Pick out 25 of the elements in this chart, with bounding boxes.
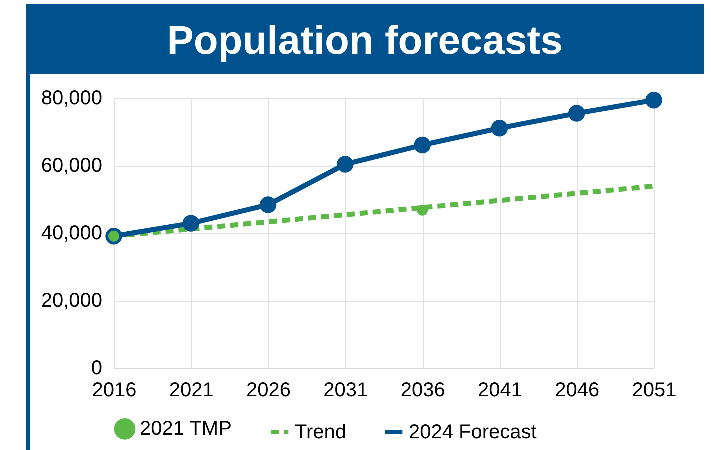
- point: [182, 215, 200, 232]
- y-tick-label: 80,000: [41, 88, 102, 110]
- chart-title: Population forecasts: [30, 8, 700, 74]
- x-tick-label: 2031: [324, 380, 368, 402]
- legend-label: 2021 TMP: [140, 418, 232, 440]
- legend-label: Trend: [295, 422, 347, 444]
- y-tick-label: 20,000: [41, 290, 102, 312]
- x-tick-label: 2041: [478, 380, 522, 402]
- legend-label: 2024 Forecast: [409, 422, 538, 444]
- x-tick-label: 2016: [92, 380, 137, 402]
- point: [260, 196, 277, 214]
- x-tick-label: 2021: [169, 380, 214, 402]
- point: [568, 105, 586, 122]
- x-tick-label: 2046: [555, 380, 600, 402]
- x-tick-label: 2026: [246, 380, 292, 402]
- y-tick-label: 0: [91, 358, 102, 380]
- point: [646, 92, 662, 109]
- y-tick-label: 40,000: [41, 222, 102, 244]
- point: [491, 120, 508, 137]
- y-tick-label: 60,000: [41, 155, 102, 177]
- point: [337, 156, 354, 173]
- point: [417, 204, 428, 216]
- point: [414, 136, 431, 154]
- x-tick-label: 2051: [632, 380, 677, 402]
- x-tick-label: 2036: [400, 380, 446, 402]
